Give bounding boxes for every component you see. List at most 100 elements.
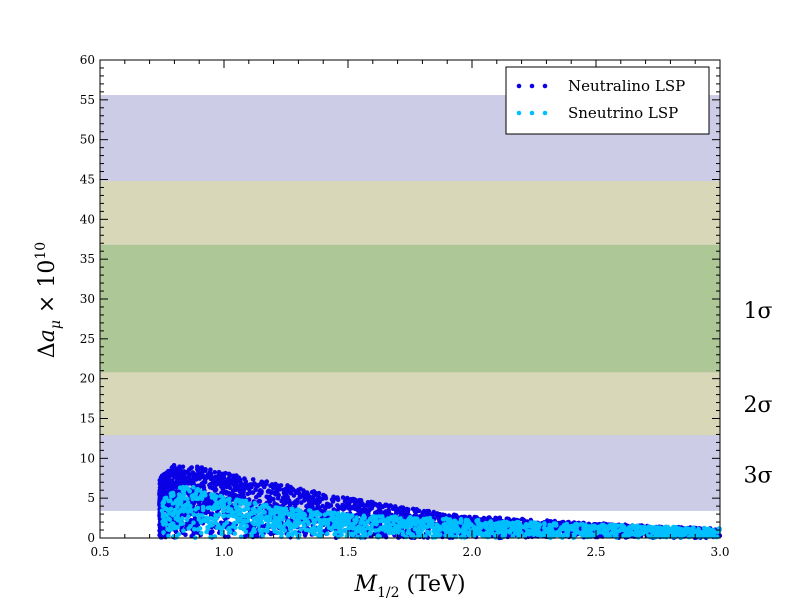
point-neutralino-lsp <box>323 493 328 499</box>
point-neutralino-lsp <box>252 481 257 486</box>
point-sneutrino-lsp <box>466 524 471 530</box>
point-sneutrino-lsp <box>466 519 472 525</box>
point-neutralino-lsp <box>383 502 388 508</box>
point-sneutrino-lsp <box>176 495 182 501</box>
point-sneutrino-lsp <box>230 510 236 515</box>
point-sneutrino-lsp <box>579 532 585 537</box>
point-sneutrino-lsp <box>498 520 504 525</box>
point-sneutrino-lsp <box>363 533 368 538</box>
point-neutralino-lsp <box>313 500 319 506</box>
point-sneutrino-lsp <box>446 527 451 533</box>
point-sneutrino-lsp <box>238 525 243 531</box>
point-sneutrino-lsp <box>260 533 266 538</box>
y-tick-label: 60 <box>80 53 95 67</box>
point-sneutrino-lsp <box>213 520 218 526</box>
point-sneutrino-lsp <box>356 524 361 530</box>
point-sneutrino-lsp <box>249 511 254 517</box>
point-sneutrino-lsp <box>507 530 513 535</box>
point-neutralino-lsp <box>196 500 202 506</box>
bands-layer <box>100 95 720 511</box>
point-neutralino-lsp <box>282 494 287 499</box>
point-sneutrino-lsp <box>690 528 696 533</box>
point-sneutrino-lsp <box>314 513 319 518</box>
point-neutralino-lsp <box>331 494 336 500</box>
point-neutralino-lsp <box>238 493 244 498</box>
point-sneutrino-lsp <box>243 501 249 506</box>
y-tick-label: 0 <box>87 531 95 545</box>
point-neutralino-lsp <box>220 487 226 492</box>
point-sneutrino-lsp <box>269 523 274 529</box>
point-neutralino-lsp <box>343 496 349 502</box>
point-sneutrino-lsp <box>531 531 537 536</box>
y-tick-label: 55 <box>80 93 95 107</box>
point-sneutrino-lsp <box>566 524 572 529</box>
point-sneutrino-lsp <box>161 530 166 535</box>
point-sneutrino-lsp <box>238 502 243 507</box>
point-neutralino-lsp <box>424 512 430 518</box>
point-neutralino-lsp <box>199 470 205 476</box>
point-sneutrino-lsp <box>275 530 281 535</box>
point-sneutrino-lsp <box>235 510 241 515</box>
point-neutralino-lsp <box>353 499 359 504</box>
point-neutralino-lsp <box>201 485 207 491</box>
point-sneutrino-lsp <box>518 532 524 537</box>
point-sneutrino-lsp <box>279 531 284 537</box>
point-sneutrino-lsp <box>571 523 577 528</box>
point-sneutrino-lsp <box>454 525 460 530</box>
point-sneutrino-lsp <box>412 526 418 532</box>
point-sneutrino-lsp <box>329 512 334 517</box>
point-neutralino-lsp <box>350 498 355 503</box>
y-tick-label: 15 <box>80 412 95 426</box>
point-neutralino-lsp <box>162 482 167 487</box>
point-sneutrino-lsp <box>204 515 209 520</box>
point-sneutrino-lsp <box>184 508 190 513</box>
point-sneutrino-lsp <box>711 529 716 535</box>
x-tick-label: 2.0 <box>462 545 481 559</box>
point-sneutrino-lsp <box>510 522 515 527</box>
point-sneutrino-lsp <box>627 525 632 530</box>
point-neutralino-lsp <box>398 505 404 511</box>
point-sneutrino-lsp <box>370 522 375 528</box>
point-neutralino-lsp <box>377 501 383 507</box>
x-axis-label: M1/2 (TeV) <box>353 572 465 600</box>
y-tick-label: 30 <box>80 292 95 306</box>
point-sneutrino-lsp <box>396 527 402 532</box>
point-sneutrino-lsp <box>222 498 227 504</box>
point-sneutrino-lsp <box>410 532 416 537</box>
legend-label: Neutralino LSP <box>568 77 685 95</box>
point-sneutrino-lsp <box>691 532 696 537</box>
point-sneutrino-lsp <box>485 526 490 531</box>
point-neutralino-lsp <box>247 526 253 532</box>
point-neutralino-lsp <box>335 495 340 501</box>
point-neutralino-lsp <box>191 474 196 480</box>
point-neutralino-lsp <box>520 516 525 522</box>
point-sneutrino-lsp <box>160 503 166 509</box>
point-sneutrino-lsp <box>537 530 542 535</box>
point-sneutrino-lsp <box>173 498 179 504</box>
point-sneutrino-lsp <box>388 516 393 522</box>
point-sneutrino-lsp <box>221 505 226 510</box>
point-neutralino-lsp <box>169 469 174 475</box>
point-sneutrino-lsp <box>234 505 240 510</box>
point-sneutrino-lsp <box>547 524 553 529</box>
point-neutralino-lsp <box>285 483 290 488</box>
point-sneutrino-lsp <box>194 495 200 501</box>
point-sneutrino-lsp <box>196 517 202 522</box>
point-sneutrino-lsp <box>286 531 291 537</box>
point-sneutrino-lsp <box>415 519 421 525</box>
point-sneutrino-lsp <box>335 511 341 516</box>
point-neutralino-lsp <box>487 515 492 520</box>
point-sneutrino-lsp <box>475 517 481 523</box>
point-neutralino-lsp <box>260 482 265 487</box>
point-sneutrino-lsp <box>290 509 296 514</box>
point-sneutrino-lsp <box>483 520 488 526</box>
point-sneutrino-lsp <box>471 524 476 529</box>
point-neutralino-lsp <box>370 504 375 509</box>
point-sneutrino-lsp <box>636 531 641 536</box>
point-neutralino-lsp <box>293 489 298 494</box>
point-sneutrino-lsp <box>240 498 245 504</box>
point-sneutrino-lsp <box>211 516 216 522</box>
point-sneutrino-lsp <box>706 529 712 534</box>
point-sneutrino-lsp <box>492 526 498 531</box>
point-neutralino-lsp <box>243 486 248 491</box>
